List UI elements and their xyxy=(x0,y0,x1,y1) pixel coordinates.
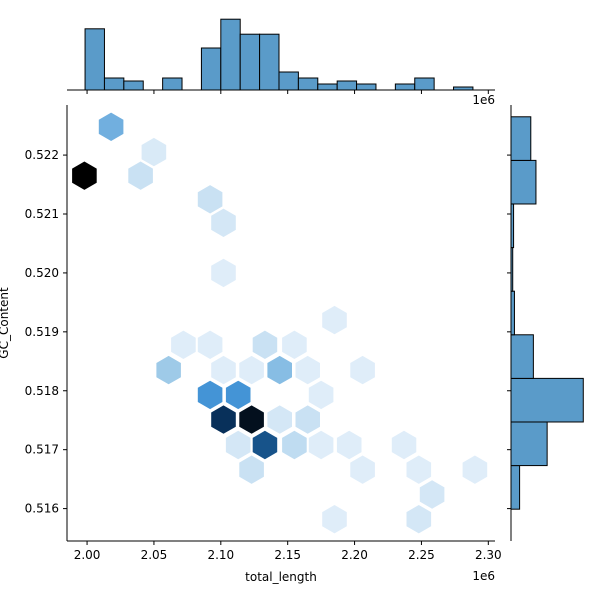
top-histogram-bar xyxy=(453,86,474,91)
hexbin-cell xyxy=(211,258,236,288)
right-histogram-bar xyxy=(510,116,532,161)
hexbin-cell xyxy=(406,505,432,534)
hexbin-cell xyxy=(197,185,223,214)
hexbin-cell xyxy=(156,355,181,385)
hexbin-cell xyxy=(462,455,488,484)
hexbin-cell xyxy=(141,137,167,167)
right-histogram-bar xyxy=(510,159,537,205)
x-tick-label: 2.30 xyxy=(475,548,502,562)
top-histogram-bar xyxy=(317,83,338,91)
y-tick-label: 0.517 xyxy=(25,443,59,457)
hexbin-cell xyxy=(267,405,292,434)
hexbin-cell xyxy=(406,455,432,484)
top-histogram-bar xyxy=(356,83,377,91)
y-tick-label: 0.521 xyxy=(25,207,59,221)
hexbin-cell xyxy=(308,380,334,410)
hexbin-cell xyxy=(239,355,264,385)
top-marginal-histogram xyxy=(67,18,495,94)
y-tick-label: 0.516 xyxy=(25,502,59,516)
y-tick-label: 0.519 xyxy=(25,325,59,339)
hexbin-cell xyxy=(350,355,375,385)
axes-layer: 2.00 2.05 2.10 2.15 2.20 2.25 2.30 0.516 0.517 0.… xyxy=(25,105,502,562)
top-histogram-bar xyxy=(278,71,299,91)
right-histogram-bar xyxy=(510,247,514,292)
hexbin-cell xyxy=(225,430,251,460)
hexbin-cell xyxy=(239,455,264,484)
hexbin-cell xyxy=(322,305,347,335)
hexbin-cell xyxy=(98,112,124,141)
top-histogram-bar xyxy=(414,77,435,91)
hexbin-cell xyxy=(211,208,236,237)
x-axis-offset-label: 1e6 xyxy=(472,569,495,583)
right-histogram-bar xyxy=(510,465,521,510)
hexbin-cell xyxy=(350,455,375,484)
hexbin-cell xyxy=(72,161,97,190)
hexbin-cell xyxy=(336,430,362,460)
hexbin-cell xyxy=(225,380,251,410)
top-histogram-bar xyxy=(103,77,125,91)
top-histogram-bar xyxy=(84,28,105,91)
y-axis-label: GC_Content xyxy=(0,287,11,359)
x-tick-label: 2.25 xyxy=(408,548,435,562)
hexbin-cell xyxy=(252,330,278,359)
hexbin-cell xyxy=(308,430,334,460)
hexbin-cell xyxy=(128,161,153,190)
right-histogram-bar xyxy=(510,334,534,379)
hexbin-cell xyxy=(197,380,223,410)
hexbin-cell xyxy=(391,430,417,460)
top-histogram-bar xyxy=(123,80,144,91)
top-histogram-bar xyxy=(336,80,358,91)
y-tick-label: 0.518 xyxy=(25,384,59,398)
x-tick-label: 2.05 xyxy=(141,548,168,562)
top-histogram-bar xyxy=(394,83,416,91)
hexbin-cell xyxy=(419,480,445,509)
top-histogram-bar xyxy=(200,47,222,91)
hexbin-cell xyxy=(252,430,278,460)
hexbin-layer xyxy=(72,112,488,534)
hexbin-cell xyxy=(295,405,320,434)
x-tick-label: 2.15 xyxy=(274,548,301,562)
hexbin-cell xyxy=(322,505,347,534)
x-tick-label: 2.00 xyxy=(74,548,101,562)
top-histogram-bar xyxy=(259,33,280,91)
top-histogram-bar xyxy=(162,77,183,91)
top-histogram-bar xyxy=(297,77,319,91)
hexbin-cell xyxy=(239,405,264,434)
y-tick-label: 0.522 xyxy=(25,148,59,162)
hexbin-cell xyxy=(211,405,236,434)
hexbin-cell xyxy=(211,355,236,385)
y-tick-label: 0.520 xyxy=(25,266,59,280)
x-tick-label: 2.20 xyxy=(341,548,368,562)
x-tick-label: 2.10 xyxy=(207,548,234,562)
top-histogram-offset-label: 1e6 xyxy=(472,93,495,107)
x-axis-label: total_length xyxy=(245,570,317,584)
hexbin-cell xyxy=(282,430,307,460)
right-marginal-histogram xyxy=(507,105,584,541)
hexbin-cell xyxy=(171,330,196,359)
hexbin-cell xyxy=(267,355,292,385)
right-histogram-bar xyxy=(510,203,515,249)
top-histogram-bar xyxy=(239,33,261,91)
right-histogram-bar xyxy=(510,421,548,467)
right-histogram-bar xyxy=(510,377,584,423)
right-histogram-bar xyxy=(510,290,515,336)
hexbin-cell xyxy=(295,355,320,385)
hexbin-cell xyxy=(197,330,223,359)
hexbin-cell xyxy=(282,330,307,359)
top-histogram-bar xyxy=(220,18,241,91)
